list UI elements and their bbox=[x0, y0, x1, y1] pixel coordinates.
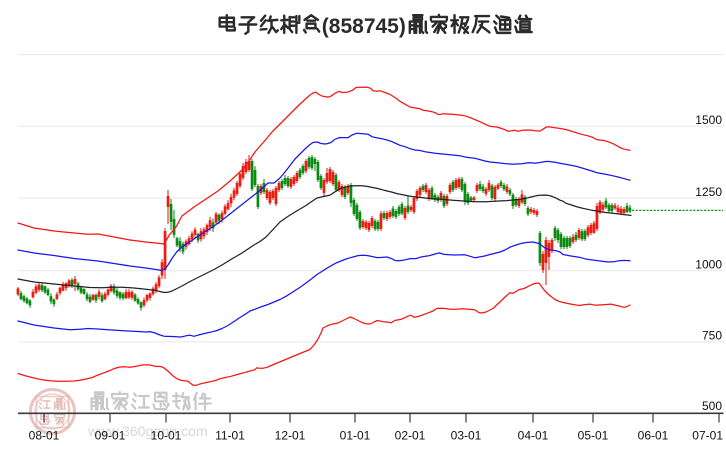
svg-text:(858745): (858745) bbox=[322, 15, 406, 38]
svg-text:07-01: 07-01 bbox=[692, 429, 723, 443]
svg-text:750: 750 bbox=[702, 329, 722, 343]
svg-text:03-01: 03-01 bbox=[451, 429, 482, 443]
svg-text:1500: 1500 bbox=[695, 113, 722, 127]
svg-text:08-01: 08-01 bbox=[29, 429, 60, 443]
svg-text:05-01: 05-01 bbox=[578, 429, 609, 443]
svg-text:04-01: 04-01 bbox=[518, 429, 549, 443]
svg-text:10-01: 10-01 bbox=[151, 429, 182, 443]
svg-text:www.360gann.com: www.360gann.com bbox=[87, 424, 208, 440]
svg-text:09-01: 09-01 bbox=[95, 429, 126, 443]
svg-text:12-01: 12-01 bbox=[275, 429, 306, 443]
svg-text:1250: 1250 bbox=[695, 185, 722, 199]
svg-text:1000: 1000 bbox=[695, 258, 722, 272]
svg-text:01-01: 01-01 bbox=[340, 429, 371, 443]
svg-text:02-01: 02-01 bbox=[395, 429, 426, 443]
svg-text:06-01: 06-01 bbox=[638, 429, 669, 443]
svg-text:500: 500 bbox=[702, 399, 722, 413]
svg-text:11-01: 11-01 bbox=[215, 429, 245, 443]
